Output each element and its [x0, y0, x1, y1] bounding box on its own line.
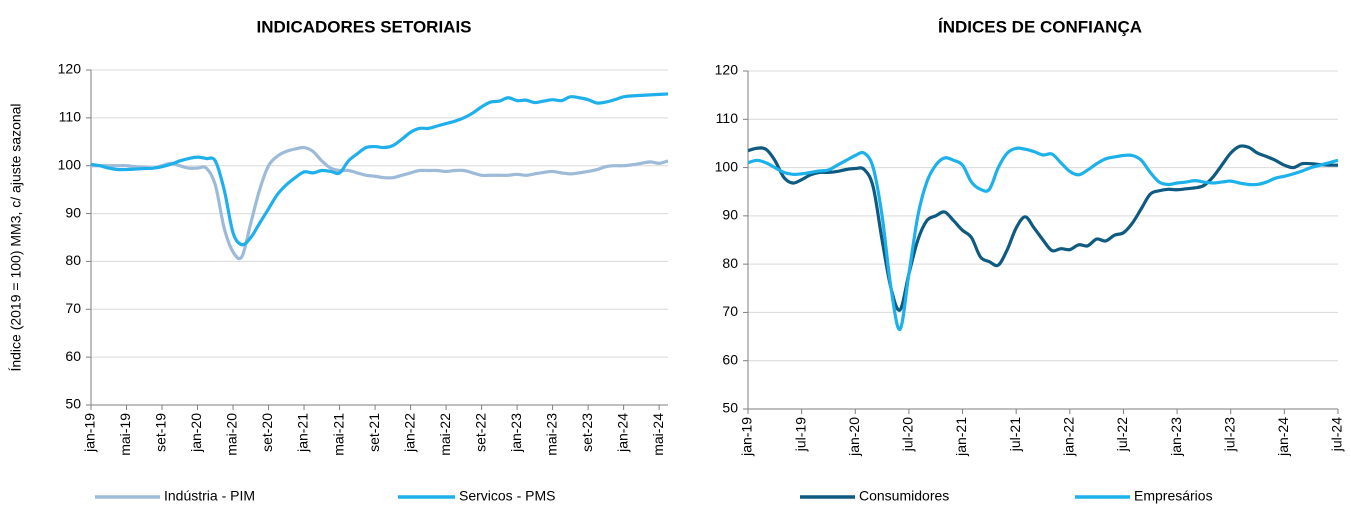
x-tick-label: jul-24	[1329, 417, 1345, 452]
x-tick-label: jan-19	[739, 417, 755, 457]
x-tick-label: mai-24	[650, 413, 666, 456]
y-tick-label: 80	[722, 255, 738, 271]
x-tick-label: mai-21	[330, 413, 346, 456]
x-tick-label: jan-22	[1061, 417, 1077, 457]
y-tick-label: 60	[65, 348, 81, 364]
x-tick-label: jan-20	[188, 413, 204, 453]
y-tick-label: 90	[722, 207, 738, 223]
y-tick-label: 100	[715, 158, 739, 174]
x-tick-label: jan-24	[1275, 417, 1291, 457]
x-tick-label: jul-22	[1114, 417, 1130, 452]
x-tick-label: set-22	[472, 413, 488, 452]
y-tick-label: 110	[716, 110, 739, 126]
y-tick-label: 120	[58, 61, 82, 77]
x-tick-label: set-23	[579, 413, 595, 452]
legend-label: Empresários	[1134, 488, 1213, 504]
x-tick-label: jul-20	[900, 417, 916, 452]
x-tick-label: jan-20	[846, 417, 862, 457]
x-tick-label: set-20	[259, 413, 275, 452]
x-tick-label: mai-19	[117, 413, 133, 456]
x-tick-label: jan-21	[295, 413, 311, 453]
line-series	[90, 92, 669, 247]
x-tick-label: jan-19	[82, 413, 98, 453]
chart-title: ÍNDICES DE CONFIANÇA	[938, 17, 1142, 36]
x-tick-label: jan-23	[1168, 417, 1184, 457]
legend-label: Servicos - PMS	[459, 488, 555, 504]
y-tick-label: 50	[722, 400, 738, 416]
y-tick-label: 70	[65, 300, 81, 316]
y-tick-label: 70	[722, 303, 738, 319]
chart-title: INDICADORES SETORIAIS	[256, 17, 471, 36]
y-tick-label: 60	[722, 351, 738, 367]
y-tick-label: 100	[58, 156, 82, 172]
legend-label: Indústria - PIM	[164, 488, 255, 504]
y-tick-label: 110	[59, 109, 82, 125]
x-tick-label: jan-21	[953, 417, 969, 457]
line-series	[747, 144, 1339, 312]
x-tick-label: jan-23	[508, 413, 524, 453]
y-tick-label: 120	[715, 62, 739, 78]
x-tick-label: set-19	[153, 413, 169, 452]
y-tick-label: 90	[65, 204, 81, 220]
y-tick-label: 50	[65, 396, 81, 412]
x-tick-label: jan-22	[401, 413, 417, 453]
line-series	[747, 146, 1339, 331]
x-tick-label: jul-19	[792, 417, 808, 452]
x-tick-label: mai-23	[543, 413, 559, 456]
x-tick-label: set-21	[366, 413, 382, 452]
line-series	[91, 145, 669, 261]
x-tick-label: jul-23	[1221, 417, 1237, 452]
y-tick-label: 80	[65, 252, 81, 268]
x-tick-label: jul-21	[1007, 417, 1023, 452]
x-tick-label: jan-24	[614, 413, 630, 453]
y-axis-label: Índice (2019 = 100) MM3, c/ ajuste sazon…	[8, 103, 24, 371]
x-tick-label: mai-22	[437, 413, 453, 456]
legend-label: Consumidores	[859, 488, 949, 504]
x-tick-label: mai-20	[224, 413, 240, 456]
